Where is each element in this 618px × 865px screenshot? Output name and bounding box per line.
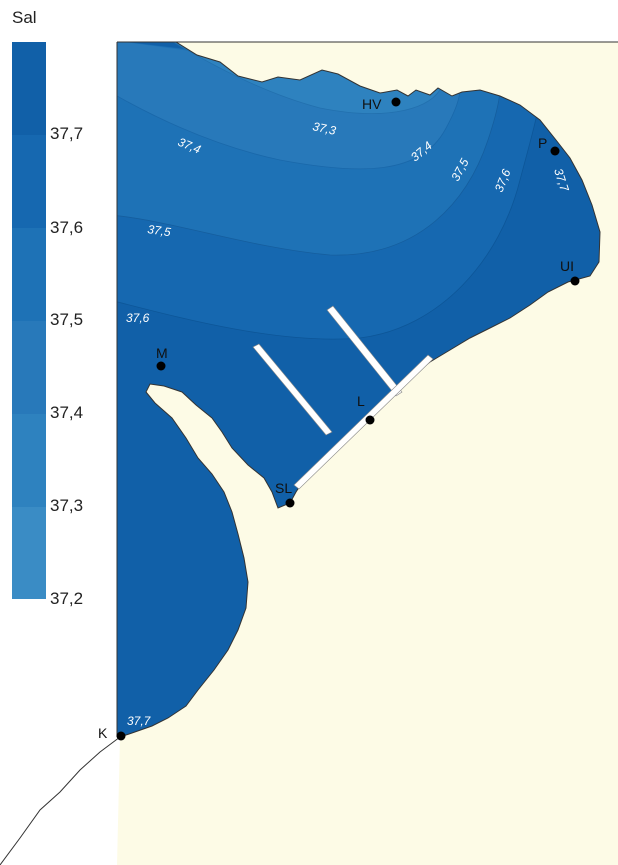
legend-swatch	[12, 507, 46, 599]
station-l-label: L	[357, 393, 365, 409]
station-l-marker	[365, 415, 375, 425]
station-ui-marker	[570, 276, 580, 286]
station-hv-label: HV	[362, 96, 382, 112]
legend-swatch	[12, 135, 46, 228]
legend-colorbar	[12, 42, 46, 599]
station-sl-label: SL	[275, 480, 292, 496]
isoline-label: 37,5	[147, 222, 172, 239]
station-p-label: P	[538, 135, 547, 151]
breakwaters	[252, 305, 434, 490]
legend-swatch	[12, 228, 46, 321]
mainland-lower	[0, 737, 120, 865]
station-ui-label: UI	[560, 258, 574, 274]
isoline-label: 37,7	[127, 714, 152, 728]
legend-title: Sal	[12, 8, 37, 27]
legend-tick: 37,2	[50, 589, 84, 608]
legend-swatch	[12, 321, 46, 414]
breakwater-2	[326, 305, 403, 397]
station-p-marker	[550, 146, 560, 156]
coastline-south	[0, 736, 121, 865]
legend-tick: 37,6	[50, 218, 84, 237]
station-m-marker	[156, 361, 166, 371]
legend-swatch	[12, 414, 46, 507]
breakwater-1	[252, 343, 333, 436]
stations: HV P UI M L SL K	[98, 96, 580, 741]
station-k-marker	[116, 731, 126, 741]
station-sl-marker	[285, 498, 295, 508]
isoline-label: 37,3	[311, 119, 337, 138]
isoline-label: 37,6	[126, 311, 150, 325]
legend-tick: 37,7	[50, 124, 84, 143]
zone-37-4	[117, 42, 460, 169]
breakwater-3	[293, 354, 434, 490]
station-hv-marker	[391, 97, 401, 107]
legend-tick: 37,5	[50, 310, 84, 329]
legend-tick: 37,3	[50, 496, 84, 515]
legend-tick: 37,4	[50, 403, 84, 422]
station-m-label: M	[156, 345, 168, 361]
legend-swatch	[12, 42, 46, 135]
station-k-label: K	[98, 725, 108, 741]
